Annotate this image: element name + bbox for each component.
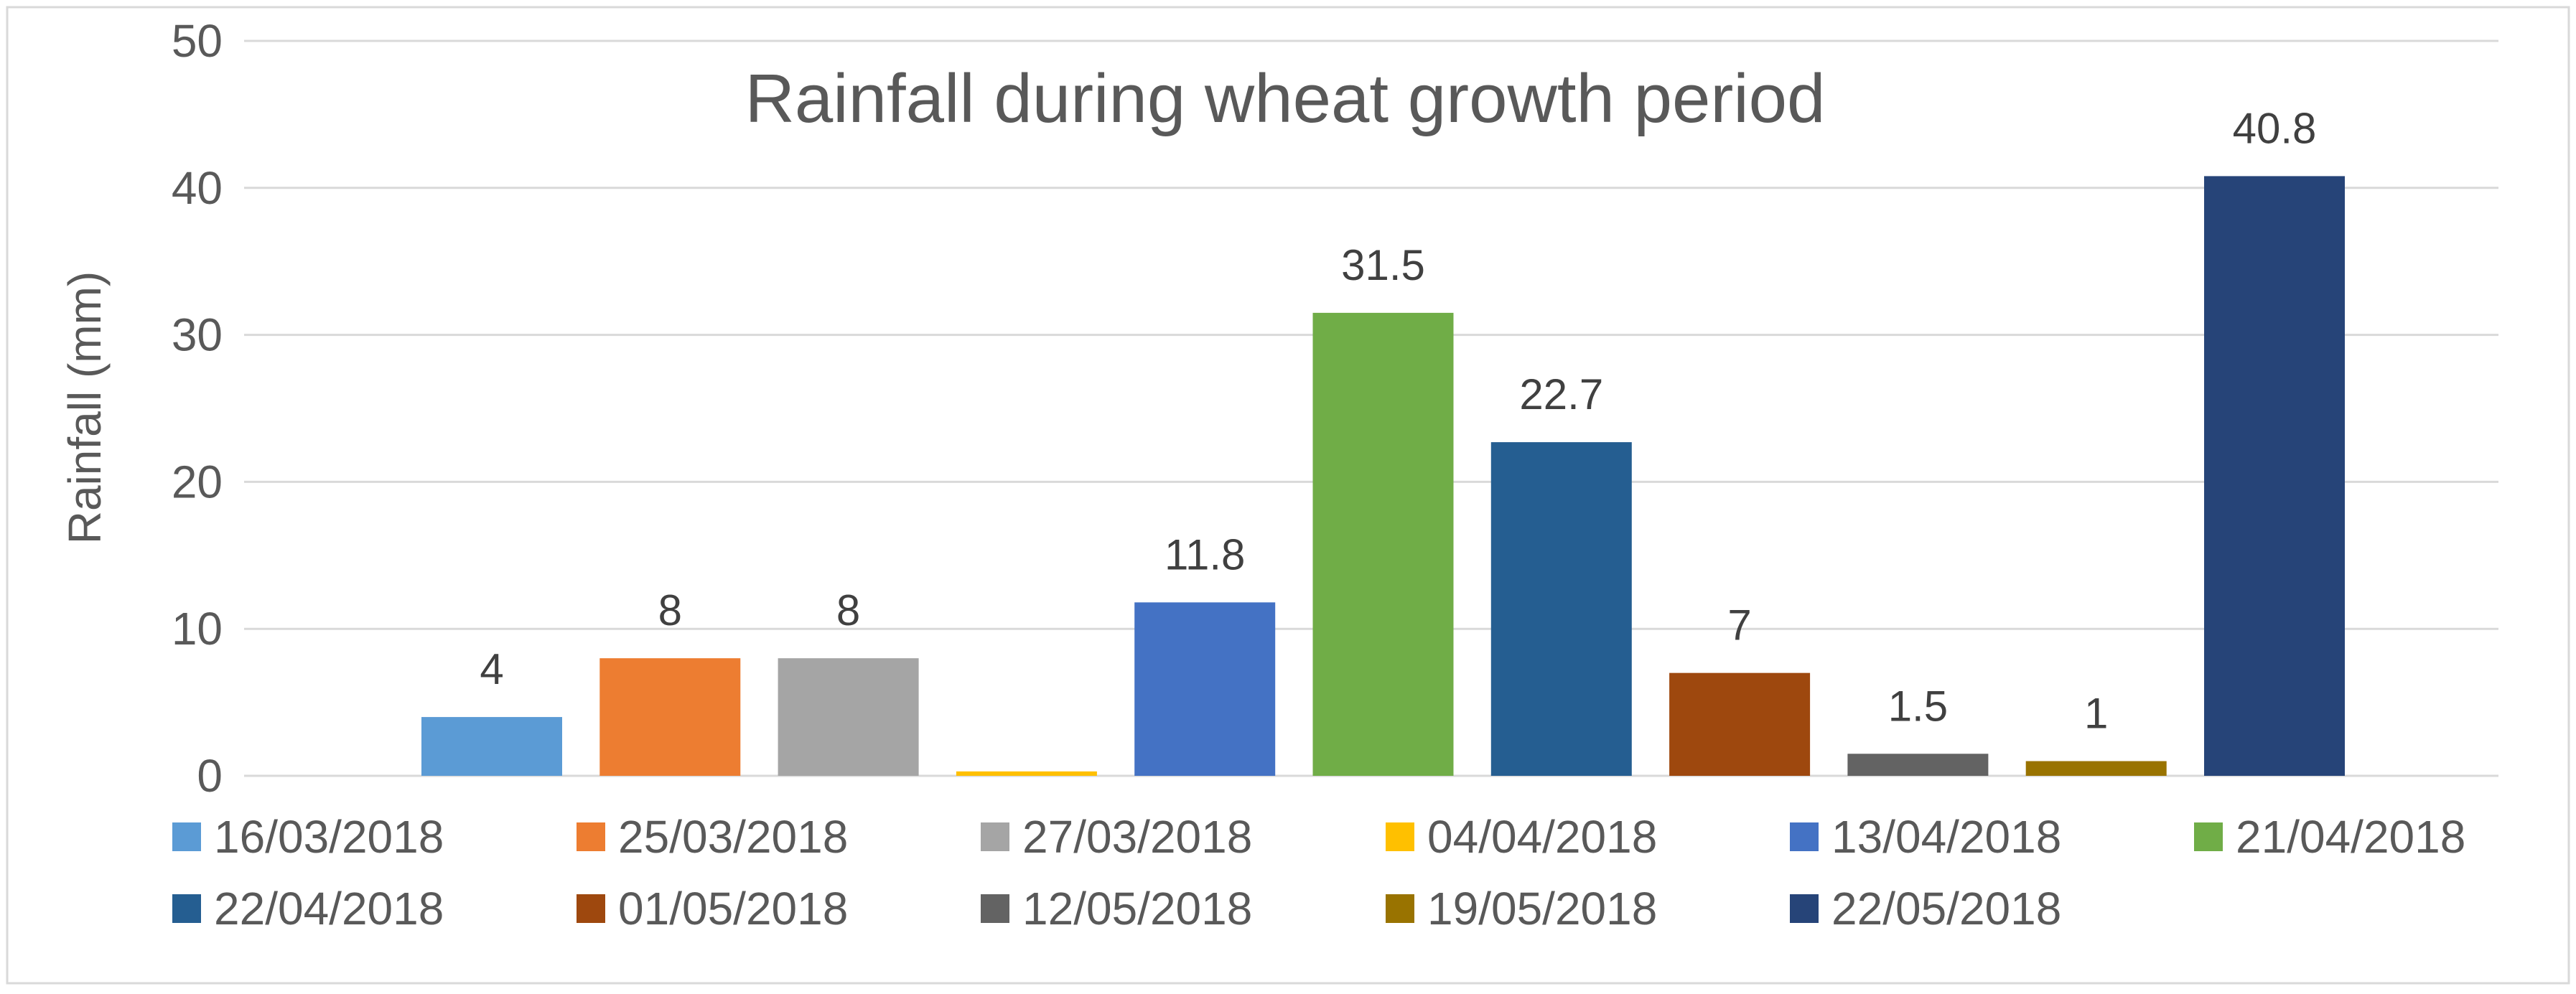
bar-27-03-2018 <box>778 658 919 776</box>
y-tick-label: 20 <box>172 456 223 507</box>
legend-item: 21/04/2018 <box>2194 811 2465 863</box>
legend-swatch <box>172 822 201 851</box>
legend-swatch <box>1790 894 1819 923</box>
y-tick-label: 30 <box>172 309 223 361</box>
data-label: 11.8 <box>1165 530 1245 578</box>
legend: 16/03/2018 25/03/2018 27/03/2018 04/04/2018… <box>172 811 2465 934</box>
data-label: 40.8 <box>2233 104 2317 152</box>
legend-label: 22/05/2018 <box>1831 883 2061 934</box>
legend-item: 01/05/2018 <box>577 883 848 934</box>
y-axis-ticks: 0 10 20 30 40 50 <box>172 15 223 802</box>
legend-item: 25/03/2018 <box>577 811 848 863</box>
legend-item: 04/04/2018 <box>1386 811 1657 863</box>
y-tick-label: 40 <box>172 162 223 214</box>
bar-01-05-2018 <box>1669 672 1811 776</box>
legend-label: 16/03/2018 <box>214 811 444 863</box>
bar-16-03-2018 <box>421 717 562 776</box>
legend-item: 12/05/2018 <box>981 883 1252 934</box>
legend-swatch <box>1386 822 1414 851</box>
legend-label: 27/03/2018 <box>1022 811 1252 863</box>
legend-label: 21/04/2018 <box>2236 811 2465 863</box>
bar-19-05-2018 <box>2025 761 2167 776</box>
data-label: 1.5 <box>1888 682 1948 730</box>
data-label: 4 <box>480 645 503 693</box>
legend-swatch <box>2194 822 2223 851</box>
y-tick-label: 0 <box>197 750 223 802</box>
data-label: 22.7 <box>1519 370 1603 418</box>
legend-swatch <box>577 894 605 923</box>
legend-item: 16/03/2018 <box>172 811 444 863</box>
legend-swatch <box>1386 894 1414 923</box>
legend-label: 04/04/2018 <box>1427 811 1657 863</box>
legend-item: 19/05/2018 <box>1386 883 1657 934</box>
data-label: 1 <box>2084 690 2108 738</box>
bar-22-04-2018 <box>1490 442 1632 776</box>
bars <box>421 176 2345 776</box>
y-tick-label: 10 <box>172 603 223 655</box>
legend-label: 22/04/2018 <box>214 883 444 934</box>
legend-item: 13/04/2018 <box>1790 811 2061 863</box>
legend-swatch <box>1790 822 1819 851</box>
legend-swatch <box>981 894 1009 923</box>
bar-22-05-2018 <box>2204 176 2345 776</box>
chart-border <box>6 6 2570 985</box>
legend-label: 25/03/2018 <box>618 811 848 863</box>
chart-title: Rainfall during wheat growth period <box>745 60 1826 137</box>
bar-21-04-2018 <box>1312 312 1454 776</box>
legend-item: 22/04/2018 <box>172 883 444 934</box>
bar-12-05-2018 <box>1847 754 1989 776</box>
legend-swatch <box>577 822 605 851</box>
bar-04-04-2018 <box>956 771 1097 776</box>
legend-swatch <box>172 894 201 923</box>
data-label: 8 <box>658 586 682 634</box>
legend-label: 12/05/2018 <box>1022 883 1252 934</box>
y-tick-label: 50 <box>172 15 223 67</box>
bar-25-03-2018 <box>599 658 741 776</box>
legend-item: 22/05/2018 <box>1790 883 2061 934</box>
data-label: 7 <box>1727 601 1751 650</box>
legend-label: 19/05/2018 <box>1427 883 1657 934</box>
data-label: 31.5 <box>1341 241 1425 289</box>
data-label: 8 <box>836 586 860 634</box>
bar-13-04-2018 <box>1134 602 1276 776</box>
legend-label: 01/05/2018 <box>618 883 848 934</box>
legend-swatch <box>981 822 1009 851</box>
legend-item: 27/03/2018 <box>981 811 1252 863</box>
legend-label: 13/04/2018 <box>1831 811 2061 863</box>
y-axis-label: Rainfall (mm) <box>59 271 111 544</box>
data-labels: 4 8 8 11.8 31.5 22.7 7 1.5 1 40.8 <box>480 104 2316 737</box>
